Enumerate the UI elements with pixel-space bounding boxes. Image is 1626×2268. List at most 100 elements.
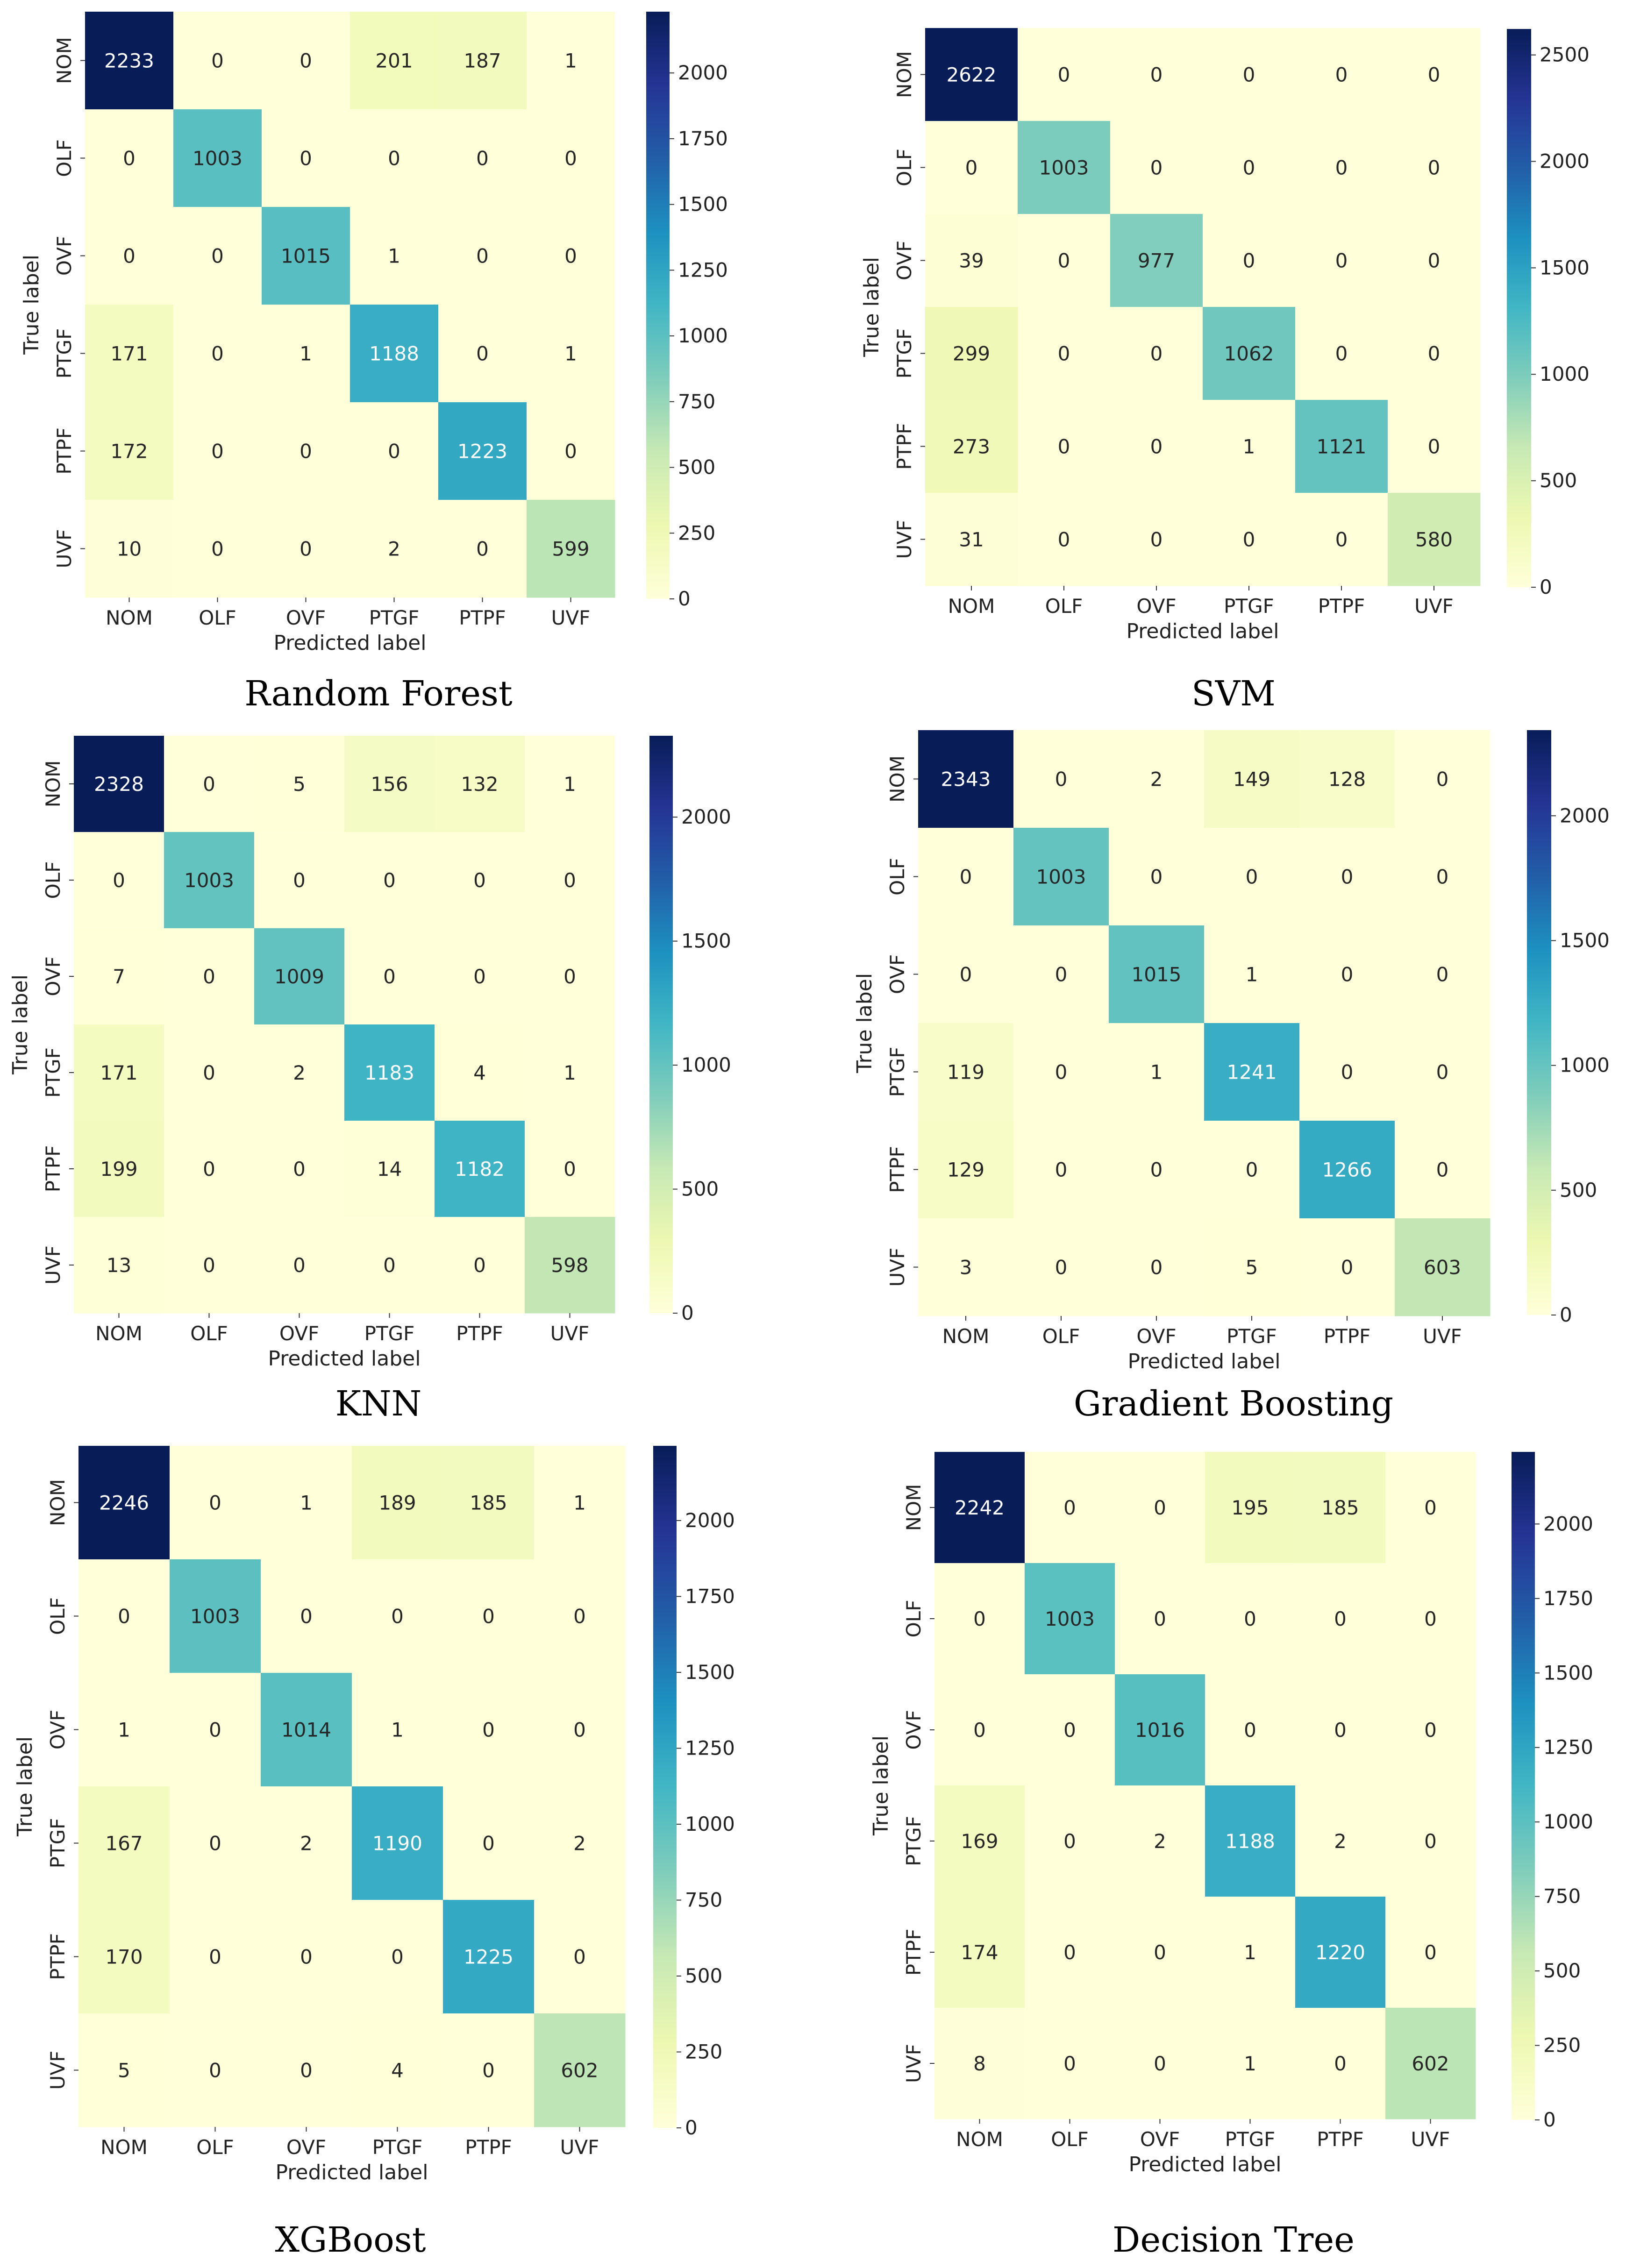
cell-value-label: 0 <box>1055 963 1068 986</box>
x-tick-label: UVF <box>550 1322 590 1345</box>
y-tick-label: PTPF <box>902 1929 925 1976</box>
cell-value-label: 0 <box>1424 1941 1437 1964</box>
heatmap-cell <box>352 1559 443 1673</box>
cell-value-label: 0 <box>300 440 312 463</box>
cell-value-label: 1 <box>1244 1941 1256 1964</box>
cell-value-label: 0 <box>203 965 215 988</box>
cell-value-label: 0 <box>476 538 489 561</box>
heatmap-cell <box>85 12 174 110</box>
cell-value-label: 0 <box>211 50 224 72</box>
heatmap-cell <box>1385 1897 1476 2008</box>
heatmap-cell <box>344 832 435 929</box>
heatmap-cell <box>78 1900 170 2014</box>
heatmap-cell <box>527 402 615 500</box>
y-axis-title: True label <box>13 1736 37 1837</box>
y-axis-title: True label <box>20 255 43 355</box>
y-tick-label: OLF <box>893 149 916 186</box>
heatmap-cell <box>1388 493 1481 586</box>
heatmap-cell <box>1018 121 1111 214</box>
heatmap-cell <box>170 1673 261 1787</box>
heatmap-cell <box>74 736 164 832</box>
y-axis-title: True label <box>860 257 884 357</box>
heatmap-cell <box>1388 28 1481 121</box>
cell-value-label: 1003 <box>190 1605 240 1628</box>
y-tick-label: UVF <box>893 520 916 559</box>
y-tick-label: UVF <box>53 529 76 569</box>
cell-value-label: 0 <box>1341 866 1354 889</box>
cell-value-label: 0 <box>1243 249 1255 272</box>
heatmap-cell <box>1395 1023 1490 1121</box>
x-tick-label: NOM <box>106 606 153 629</box>
colorbar-tick-label: 500 <box>681 1178 719 1201</box>
heatmap-cell <box>1385 2008 1476 2119</box>
cell-value-label: 0 <box>1058 64 1070 86</box>
heatmap-cell <box>344 1121 435 1217</box>
colorbar-tick-label: 1500 <box>685 1661 735 1684</box>
heatmap-cell <box>261 1786 352 1900</box>
heatmap-cell <box>164 1024 255 1121</box>
cell-value-label: 0 <box>300 147 312 170</box>
cell-value-label: 0 <box>973 1607 986 1630</box>
y-tick-label: NOM <box>902 1484 925 1531</box>
heatmap-cell <box>1295 1452 1386 1564</box>
colorbar-tick-label: 0 <box>681 1301 694 1324</box>
panel-caption: Decision Tree <box>1113 2220 1355 2260</box>
cell-value-label: 0 <box>1244 1607 1256 1630</box>
cell-value-label: 0 <box>563 965 576 988</box>
heatmap-cell <box>525 1121 615 1217</box>
heatmap-cell <box>435 928 525 1025</box>
heatmap-cell <box>527 109 615 207</box>
cell-value-label: 0 <box>573 1946 586 1969</box>
cell-value-label: 0 <box>209 1492 221 1514</box>
x-tick-label: PTPF <box>459 606 506 629</box>
heatmap-cell <box>918 1218 1014 1316</box>
heatmap-cell <box>1299 1023 1395 1121</box>
cell-value-label: 1 <box>1246 963 1258 986</box>
cell-value-label: 0 <box>123 245 136 268</box>
cell-value-label: 0 <box>1424 1607 1437 1630</box>
cell-value-label: 7 <box>113 965 125 988</box>
cell-value-label: 0 <box>1335 64 1348 86</box>
cell-value-label: 0 <box>300 538 312 561</box>
cell-value-label: 299 <box>953 342 990 365</box>
x-tick-label: PTPF <box>1317 2128 1363 2151</box>
heatmap-cell <box>1025 1452 1115 1564</box>
cell-value-label: 1 <box>563 1061 576 1084</box>
cell-value-label: 0 <box>211 538 224 561</box>
heatmap-cell <box>443 1446 535 1560</box>
y-tick-label: OVF <box>902 1710 925 1749</box>
cell-value-label: 0 <box>473 965 486 988</box>
heatmap-cell <box>1115 1674 1205 1786</box>
cell-value-label: 0 <box>118 1605 130 1628</box>
x-axis-title: Predicted label <box>276 2161 428 2184</box>
x-tick-label: PTGF <box>1227 1325 1277 1348</box>
colorbar-tick-label: 0 <box>685 2116 698 2139</box>
cell-value-label: 119 <box>947 1061 984 1084</box>
heatmap-cell <box>170 1900 261 2014</box>
heatmap-cell <box>534 1559 626 1673</box>
x-tick-label: OVF <box>279 1322 319 1345</box>
x-tick-label: NOM <box>95 1322 143 1345</box>
heatmap-cell <box>85 500 174 598</box>
heatmap-cell <box>164 1217 255 1314</box>
x-tick-label: OLF <box>196 2136 234 2159</box>
x-axis-title: Predicted label <box>268 1347 421 1371</box>
cell-value-label: 0 <box>123 147 136 170</box>
colorbar <box>649 736 673 1313</box>
cell-value-label: 0 <box>211 440 224 463</box>
panel-caption: Gradient Boosting <box>1074 1384 1393 1424</box>
heatmap-cell <box>1295 1563 1386 1675</box>
heatmap-cell <box>527 305 615 403</box>
y-tick-label: NOM <box>42 761 64 808</box>
colorbar-tick-label: 2000 <box>681 805 731 828</box>
cell-value-label: 0 <box>1150 435 1163 458</box>
cell-value-label: 1003 <box>193 147 242 170</box>
cell-value-label: 1188 <box>369 342 419 365</box>
cell-value-label: 0 <box>1428 64 1441 86</box>
heatmap-cell <box>1013 730 1109 828</box>
cell-value-label: 0 <box>1055 1256 1068 1279</box>
heatmap-cell <box>352 1446 443 1560</box>
heatmap-cell <box>1205 1563 1296 1675</box>
colorbar-tick-label: 500 <box>678 456 715 479</box>
